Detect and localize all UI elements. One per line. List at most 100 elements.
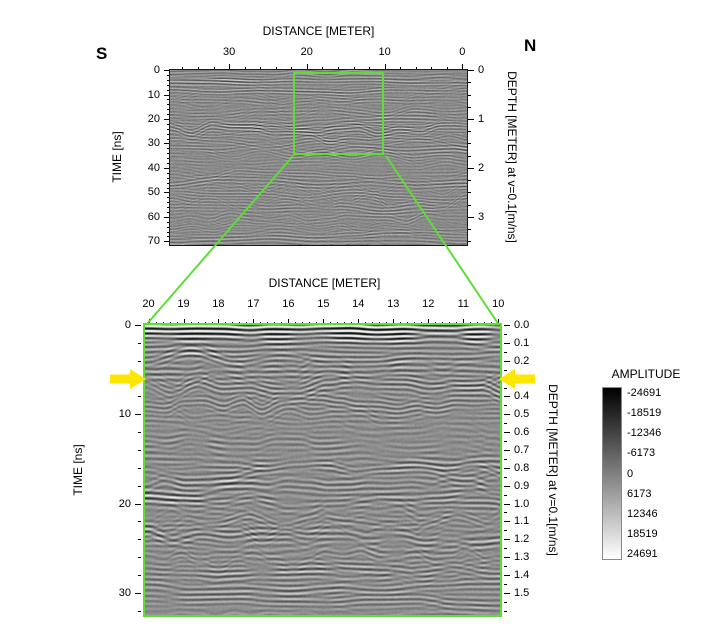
zoom-region-box bbox=[293, 72, 384, 155]
tick-mark bbox=[468, 94, 471, 96]
tick-label: 0.1 bbox=[514, 336, 530, 349]
tick-mark bbox=[468, 119, 474, 120]
tick-label: 0.4 bbox=[514, 390, 530, 403]
tick-mark bbox=[431, 67, 433, 70]
tick-mark bbox=[167, 128, 170, 130]
tick-label: 1 bbox=[478, 113, 485, 125]
tick-mark bbox=[504, 512, 507, 514]
colorbar-tick-label: 0 bbox=[627, 467, 634, 480]
tick-mark bbox=[309, 322, 311, 325]
tick-label: 1.3 bbox=[514, 551, 530, 563]
tick-label: 1.1 bbox=[514, 515, 530, 528]
tick-mark bbox=[504, 333, 507, 335]
colorbar-gradient bbox=[602, 387, 622, 560]
tick-label: 12 bbox=[422, 298, 435, 310]
top-panel-time-axis: 0 10 20 30 40 50 60 70 bbox=[130, 64, 170, 248]
tick-label: 30 bbox=[147, 137, 160, 150]
tick-mark bbox=[138, 485, 141, 487]
zoom-panel-depth-axis: 0.00.10.20.30.40.50.60.70.80.91.01.11.21… bbox=[504, 319, 548, 615]
tick-mark bbox=[504, 414, 510, 416]
tick-mark bbox=[504, 360, 510, 362]
tick-label: 1.2 bbox=[514, 533, 530, 546]
tick-mark bbox=[167, 79, 170, 81]
tick-mark bbox=[504, 610, 507, 612]
tick-mark bbox=[138, 396, 141, 398]
tick-mark bbox=[446, 67, 448, 70]
tick-label: 0 bbox=[478, 64, 485, 76]
tick-mark bbox=[504, 342, 510, 344]
tick-mark bbox=[468, 216, 474, 218]
tick-label: 30 bbox=[118, 586, 131, 599]
tick-label: 0 bbox=[124, 319, 131, 331]
tick-mark bbox=[468, 180, 471, 182]
tick-mark bbox=[504, 351, 507, 353]
tick-mark bbox=[504, 539, 510, 541]
tick-mark bbox=[369, 67, 370, 70]
tick-label: 50 bbox=[147, 186, 160, 199]
tick-label: 20 bbox=[147, 113, 160, 125]
tick-label: 18 bbox=[212, 298, 225, 310]
tick-label: 15 bbox=[317, 298, 330, 310]
tick-mark bbox=[138, 360, 141, 362]
full-profile-radargram-panel bbox=[169, 69, 468, 246]
tick-mark bbox=[468, 204, 471, 206]
tick-mark bbox=[337, 322, 339, 325]
tick-label: 14 bbox=[352, 298, 365, 310]
tick-mark bbox=[138, 557, 141, 558]
tick-mark bbox=[504, 441, 507, 442]
colorbar-tick-label: 6173 bbox=[627, 487, 652, 500]
tick-mark bbox=[415, 67, 417, 70]
tick-mark bbox=[504, 530, 507, 532]
tick-mark bbox=[379, 322, 381, 325]
orientation-label-south: S bbox=[96, 44, 108, 63]
tick-mark bbox=[302, 322, 304, 325]
tick-mark bbox=[468, 229, 471, 231]
tick-mark bbox=[504, 574, 510, 576]
top-panel-time-axis-title: TIME [ns] bbox=[110, 131, 124, 183]
tick-label: 30 bbox=[222, 46, 236, 58]
tick-label: 70 bbox=[147, 235, 160, 248]
tick-label: 20 bbox=[300, 46, 313, 58]
tick-mark bbox=[351, 322, 353, 325]
tick-mark bbox=[504, 458, 507, 460]
tick-mark bbox=[504, 592, 510, 594]
tick-label: 1.5 bbox=[514, 586, 530, 599]
tick-mark bbox=[138, 467, 141, 469]
tick-mark bbox=[167, 99, 170, 101]
tick-label: 0.6 bbox=[514, 426, 530, 439]
tick-mark bbox=[138, 449, 141, 451]
tick-mark bbox=[504, 557, 510, 558]
tick-mark bbox=[322, 67, 324, 70]
tick-mark bbox=[138, 539, 141, 541]
tick-mark bbox=[504, 521, 510, 523]
tick-mark bbox=[468, 167, 474, 169]
top-panel-x-axis: 30 20 10 0 bbox=[170, 44, 467, 70]
colorbar-tick-labels: -24691 -18519 -12346 -6173 0 6173 12346 18519 24… bbox=[627, 387, 697, 560]
tick-mark bbox=[504, 601, 507, 603]
tick-mark bbox=[504, 432, 510, 434]
tick-label: 17 bbox=[247, 298, 260, 310]
tick-label: 11 bbox=[457, 298, 470, 310]
zoom-panel-x-axis-title: DISTANCE [METER] bbox=[268, 276, 381, 290]
tick-label: 0.0 bbox=[514, 319, 530, 331]
anomaly-arrow-right-icon bbox=[499, 367, 535, 391]
tick-mark bbox=[468, 82, 471, 84]
tick-label: 0.9 bbox=[514, 479, 530, 492]
tick-mark bbox=[468, 143, 471, 145]
tick-mark bbox=[167, 84, 170, 86]
tick-label: 1.0 bbox=[514, 497, 530, 510]
tick-mark bbox=[468, 131, 471, 133]
top-panel-x-axis-title: DISTANCE [METER] bbox=[262, 24, 375, 38]
zoom-radargram-panel bbox=[143, 323, 502, 617]
tick-mark bbox=[504, 485, 510, 487]
tick-mark bbox=[138, 432, 141, 434]
tick-mark bbox=[462, 64, 464, 70]
tick-mark bbox=[138, 574, 141, 576]
tick-label: 0.8 bbox=[514, 461, 530, 474]
tick-label: 1.4 bbox=[514, 568, 530, 581]
tick-mark bbox=[400, 67, 402, 70]
tick-mark bbox=[198, 67, 199, 70]
tick-mark bbox=[167, 133, 170, 135]
top-panel-depth-axis: 0 1 2 3 bbox=[468, 64, 508, 245]
tick-mark bbox=[167, 109, 170, 111]
